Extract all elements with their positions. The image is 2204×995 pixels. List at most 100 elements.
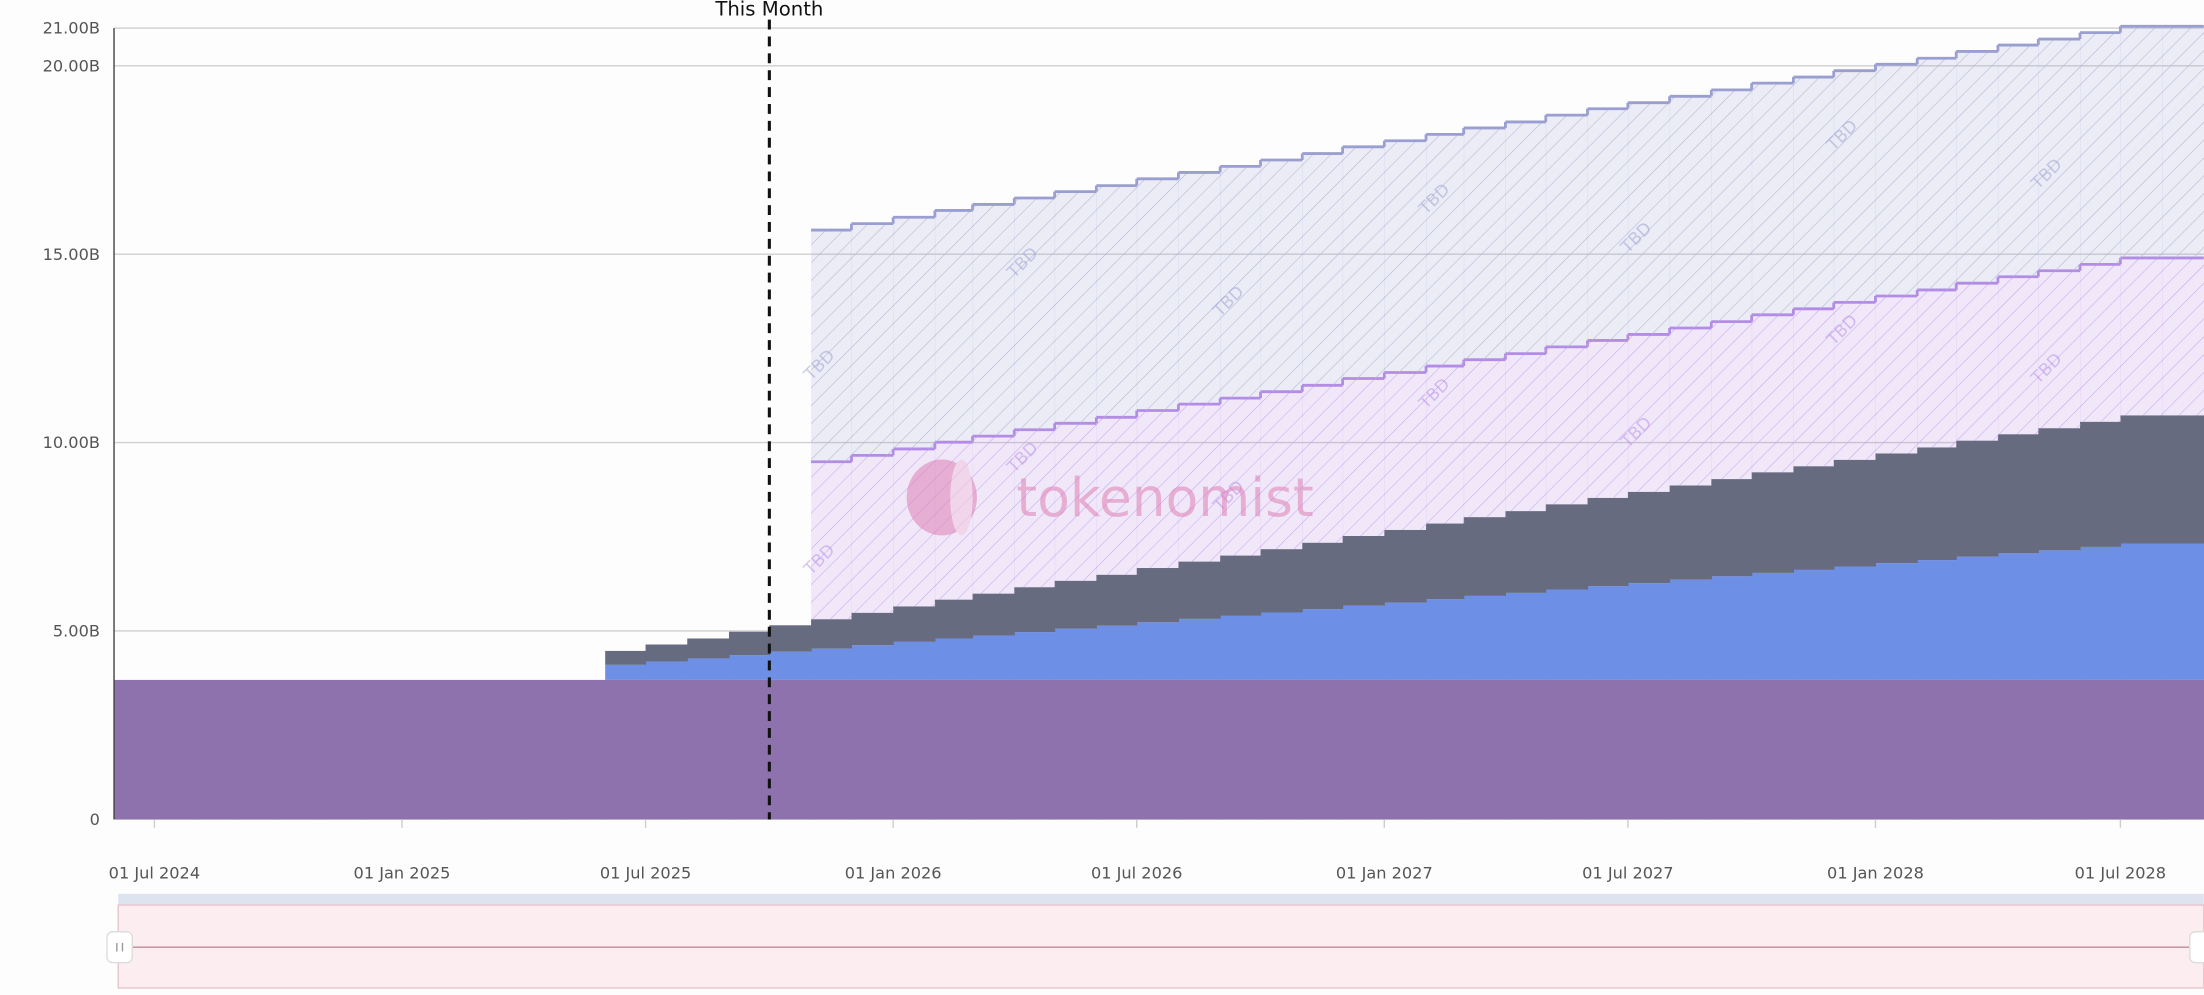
- area-step: [2038, 550, 2081, 680]
- area-step: [1463, 679, 1506, 820]
- area-step: [1587, 679, 1629, 820]
- tbd-area: [1627, 334, 1671, 492]
- tbd-area: [1302, 153, 1344, 386]
- tbd-area: [2120, 26, 2163, 258]
- tbd-area: [1711, 321, 1753, 480]
- area-step: [1342, 605, 1385, 680]
- area-step: [1260, 612, 1303, 680]
- x-tick-label: 01 Jul 2024: [109, 863, 200, 882]
- tbd-area: [1178, 404, 1221, 562]
- y-tick-label: 15.00B: [43, 245, 100, 264]
- tbd-area: [1260, 391, 1303, 550]
- y-tick-label: 0: [90, 810, 100, 829]
- area-step: [1302, 679, 1344, 820]
- area-step: [811, 679, 853, 820]
- area-step: [1220, 555, 1262, 616]
- area-step: [1956, 440, 1999, 557]
- tbd-area: [1917, 58, 1957, 290]
- area-step: [1793, 466, 1835, 570]
- tbd-area: [1096, 417, 1138, 575]
- y-tick-label: 5.00B: [53, 622, 100, 641]
- tbd-area: [1833, 302, 1877, 460]
- area-step: [196, 679, 239, 820]
- tbd-area: [1054, 423, 1097, 581]
- navigator-handle[interactable]: [2189, 931, 2204, 964]
- area-step: [443, 679, 482, 820]
- area-step: [2038, 679, 2081, 820]
- tbd-area: [1751, 83, 1794, 315]
- area-step: [278, 679, 321, 820]
- area-step: [893, 679, 936, 820]
- area-step: [728, 631, 770, 656]
- area-step: [1014, 679, 1056, 820]
- area-step: [1997, 679, 2039, 820]
- area-step: [1669, 679, 1712, 820]
- area-step: [2038, 428, 2081, 551]
- navigator-handle[interactable]: [106, 931, 133, 964]
- area-step: [645, 679, 688, 820]
- x-tick-label: 01 Jul 2028: [2075, 863, 2166, 882]
- area-step: [1054, 628, 1097, 680]
- tbd-area: [1096, 185, 1138, 418]
- area-step: [2120, 679, 2163, 820]
- watermark-logo: [950, 459, 973, 536]
- area-step: [1545, 504, 1589, 590]
- area-step: [1833, 566, 1877, 680]
- area-step: [2080, 546, 2121, 680]
- area-step: [605, 679, 647, 820]
- area-step: [1711, 679, 1753, 820]
- area-step: [1751, 472, 1794, 573]
- tbd-area: [851, 223, 894, 456]
- area-step: [1426, 523, 1465, 600]
- area-step: [1833, 459, 1877, 567]
- tbd-area: [1505, 353, 1547, 512]
- area-step: [1587, 586, 1629, 680]
- tbd-area: [1956, 51, 1999, 284]
- area-step: [934, 599, 974, 639]
- area-step: [1669, 485, 1712, 580]
- x-tick-label: 01 Jul 2026: [1091, 863, 1182, 882]
- tbd-area: [1178, 172, 1221, 405]
- tbd-area: [811, 230, 853, 462]
- tbd-area: [1627, 102, 1671, 335]
- tbd-area: [1669, 96, 1712, 329]
- area-step: [1260, 679, 1303, 820]
- area-step: [523, 679, 565, 820]
- area-step: [1505, 511, 1547, 593]
- area-step: [1054, 679, 1097, 820]
- tbd-area: [934, 210, 974, 443]
- x-tick-label: 01 Jul 2025: [600, 863, 691, 882]
- y-tick-label: 20.00B: [43, 56, 100, 75]
- area-step: [1178, 618, 1221, 680]
- area-step: [1384, 602, 1427, 680]
- this-month-label: This Month: [714, 0, 823, 20]
- area-step: [851, 612, 894, 646]
- area-step: [481, 679, 524, 820]
- area-step: [851, 679, 894, 820]
- tbd-area: [1875, 64, 1918, 296]
- area-step: [728, 655, 770, 680]
- area-step: [1997, 434, 2039, 554]
- tbd-area: [2120, 257, 2163, 416]
- area-step: [1875, 563, 1918, 680]
- area-step: [1751, 572, 1794, 680]
- area-step: [687, 658, 730, 680]
- area-step: [851, 645, 894, 680]
- tbd-area: [2038, 270, 2081, 429]
- area-step: [360, 679, 403, 820]
- area-step: [1426, 599, 1465, 680]
- tbd-area: [1917, 289, 1957, 448]
- area-step: [1014, 632, 1056, 680]
- area-step: [893, 641, 936, 680]
- tbd-area: [851, 455, 894, 613]
- tbd-area: [2162, 257, 2204, 416]
- area-step: [811, 619, 853, 649]
- y-tick-label: 21.00B: [43, 19, 100, 38]
- areas: [114, 24, 2204, 820]
- area-step: [1997, 553, 2039, 680]
- area-step: [1627, 583, 1671, 680]
- area-step: [934, 679, 974, 820]
- area-step: [2080, 679, 2121, 820]
- area-step: [1014, 587, 1056, 633]
